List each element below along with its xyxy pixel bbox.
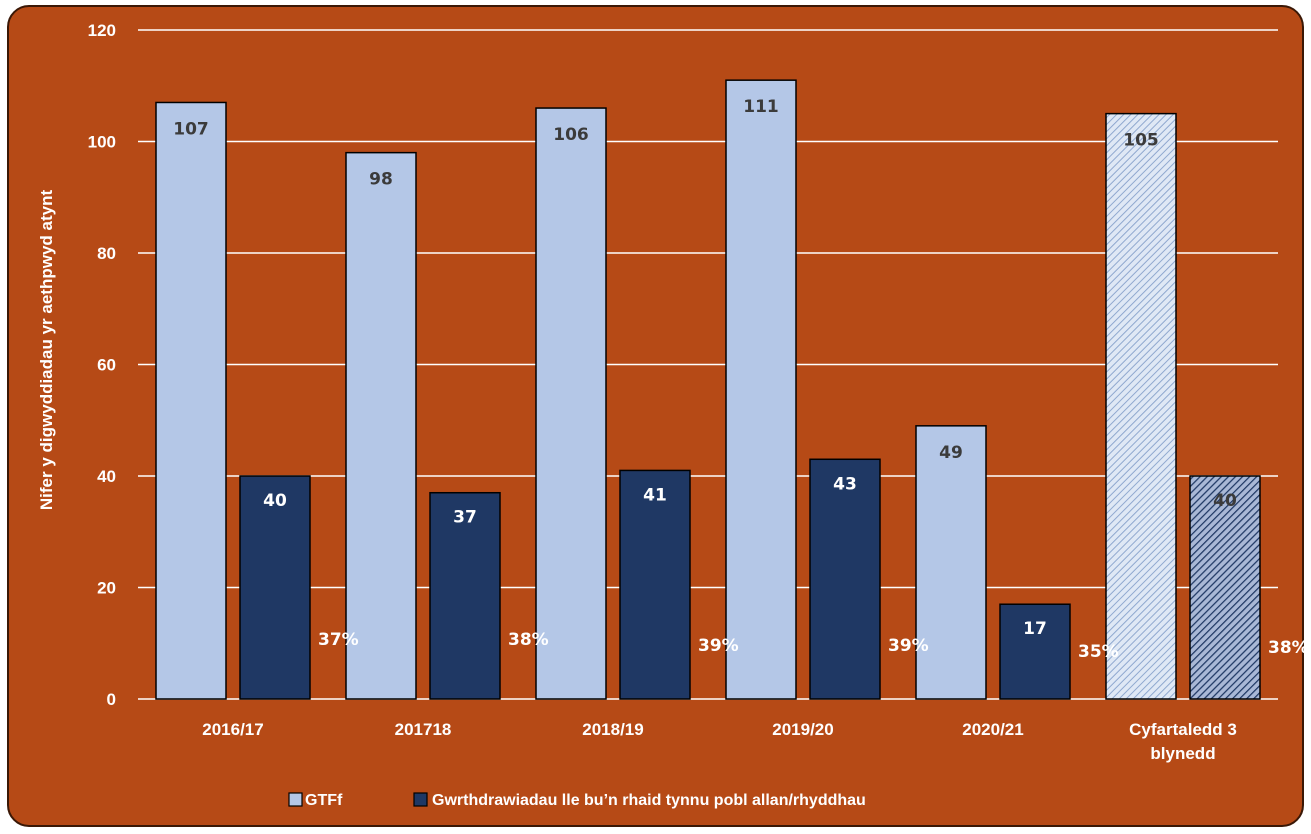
legend-label-extrication: Gwrthdrawiadau lle bu’n rhaid tynnu pobl… bbox=[432, 792, 866, 809]
percent-label: 37% bbox=[318, 630, 359, 650]
data-label-gtff: 98 bbox=[369, 170, 393, 190]
data-labels: 107 40 37% 98 37 38% 106 41 39% 111 43 39% 49 17 35% 10… bbox=[173, 97, 1308, 662]
bar-gtff bbox=[725, 79, 797, 700]
x-tick-label: blynedd bbox=[1150, 744, 1215, 763]
data-label-extrication: 40 bbox=[1213, 491, 1237, 511]
bar-extrication bbox=[239, 475, 311, 700]
data-label-gtff: 106 bbox=[553, 125, 589, 145]
legend-swatch-extrication bbox=[413, 792, 428, 807]
data-label-extrication: 43 bbox=[833, 474, 857, 494]
data-label-gtff: 49 bbox=[939, 443, 963, 463]
data-label-gtff: 105 bbox=[1123, 131, 1159, 151]
data-label-extrication: 17 bbox=[1023, 619, 1047, 639]
y-tick-label: 60 bbox=[97, 356, 116, 375]
bar-gtff bbox=[535, 107, 607, 700]
bars bbox=[155, 79, 1261, 700]
y-tick-label: 20 bbox=[97, 579, 116, 598]
bar-extrication bbox=[1189, 475, 1261, 700]
data-label-gtff: 107 bbox=[173, 119, 209, 139]
data-label-extrication: 37 bbox=[453, 508, 477, 528]
y-tick-label: 100 bbox=[88, 133, 116, 152]
percent-label: 39% bbox=[888, 636, 929, 656]
gridlines bbox=[138, 29, 1278, 700]
legend: GTFf Gwrthdrawiadau lle bu’n rhaid tynnu … bbox=[288, 792, 866, 809]
y-tick-label: 80 bbox=[97, 244, 116, 263]
legend-label-gtff: GTFf bbox=[305, 792, 343, 809]
x-tick-label: 2016/17 bbox=[202, 720, 263, 739]
bar-gtff bbox=[345, 151, 417, 700]
x-axis: 2016/17 201718 2018/19 2019/20 2020/21 Cyfart… bbox=[202, 720, 1237, 763]
y-tick-label: 0 bbox=[107, 690, 116, 709]
x-tick-label: 2018/19 bbox=[582, 720, 643, 739]
bar-extrication bbox=[809, 458, 881, 700]
percent-label: 38% bbox=[1268, 638, 1309, 658]
bar-gtff bbox=[1105, 112, 1177, 700]
x-tick-label: Cyfartaledd 3 bbox=[1129, 720, 1237, 739]
bar-gtff bbox=[915, 425, 987, 700]
percent-label: 39% bbox=[698, 636, 739, 656]
bar-extrication bbox=[619, 469, 691, 700]
bar-extrication bbox=[999, 603, 1071, 700]
bar-extrication bbox=[429, 491, 501, 700]
x-tick-label: 2020/21 bbox=[962, 720, 1023, 739]
y-axis-label: Nifer y digwyddiadau yr aethpwyd atynt bbox=[37, 190, 56, 511]
data-label-extrication: 41 bbox=[643, 485, 667, 505]
legend-swatch-gtff bbox=[288, 792, 303, 807]
data-label-extrication: 40 bbox=[263, 491, 287, 511]
percent-label: 35% bbox=[1078, 642, 1119, 662]
data-label-gtff: 111 bbox=[743, 97, 779, 117]
x-tick-label: 2019/20 bbox=[772, 720, 833, 739]
y-tick-label: 120 bbox=[88, 21, 116, 40]
bar-gtff bbox=[155, 101, 227, 700]
y-axis: 0 20 40 60 80 100 120 bbox=[88, 21, 116, 709]
x-tick-label: 201718 bbox=[395, 720, 452, 739]
y-tick-label: 40 bbox=[97, 467, 116, 486]
percent-label: 38% bbox=[508, 630, 549, 650]
